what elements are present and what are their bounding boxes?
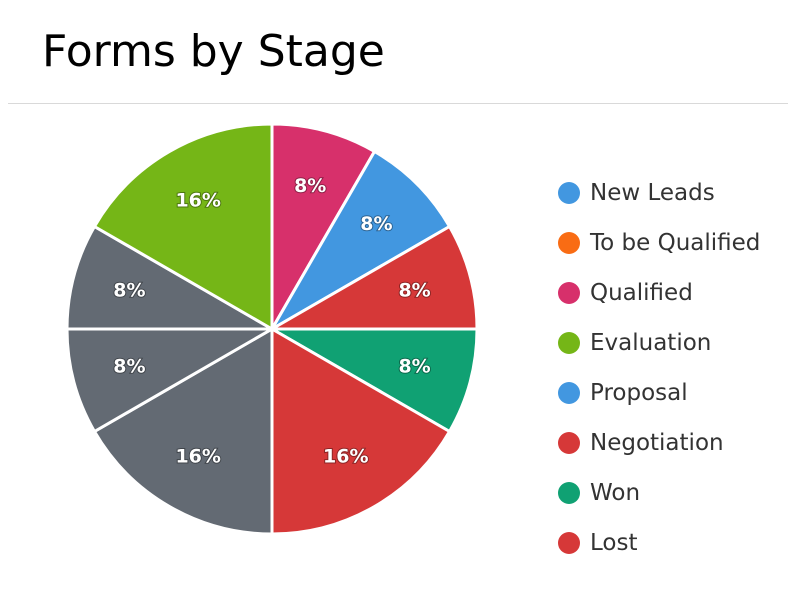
pie-slice-label-6: 8% <box>113 356 145 378</box>
pie-slice-2 <box>266 224 479 331</box>
legend-swatch <box>558 282 580 304</box>
legend-item-3: Evaluation <box>558 318 760 368</box>
legend-item-6: Won <box>558 468 760 518</box>
legend-label: Won <box>590 480 641 506</box>
legend-swatch <box>558 532 580 554</box>
legend-item-4: Proposal <box>558 368 760 418</box>
pie-slice-label-7: 8% <box>113 279 145 301</box>
legend-label: Negotiation <box>590 430 724 456</box>
legend-item-7: Lost <box>558 518 760 568</box>
legend-label: Qualified <box>590 280 693 306</box>
legend-swatch <box>558 432 580 454</box>
pie-slice-7 <box>65 224 278 331</box>
legend-swatch <box>558 332 580 354</box>
pie-slice-4 <box>270 326 452 536</box>
pie-slice-label-0: 8% <box>294 175 326 197</box>
legend-label: Evaluation <box>590 330 712 356</box>
pie-slice-label-8: 16% <box>175 190 220 212</box>
legend-label: New Leads <box>590 180 715 206</box>
legend-swatch <box>558 482 580 504</box>
pie-slice-5 <box>92 326 274 536</box>
legend-label: Lost <box>590 530 638 556</box>
pie-slice-3 <box>266 327 479 434</box>
legend-item-0: New Leads <box>558 168 760 218</box>
legend-swatch <box>558 182 580 204</box>
legend-swatch <box>558 232 580 254</box>
pie-slice-label-5: 16% <box>175 445 220 467</box>
legend-label: To be Qualified <box>590 230 761 256</box>
legend-item-2: Qualified <box>558 268 760 318</box>
page-title: Forms by Stage <box>42 26 385 77</box>
pie-slice-label-4: 16% <box>323 445 368 467</box>
pie-slice-label-2: 8% <box>398 279 430 301</box>
pie-slice-label-1: 8% <box>360 213 392 235</box>
legend-label: Proposal <box>590 380 688 406</box>
pie-slice-0 <box>270 122 377 335</box>
pie-slice-1 <box>267 149 452 334</box>
pie-slice-label-3: 8% <box>398 356 430 378</box>
title-divider <box>8 103 788 104</box>
pie-slice-6 <box>65 327 278 434</box>
chart-legend: New Leads To be Qualified Qualified Evaluat… <box>558 168 760 568</box>
pie-slice-8 <box>92 122 274 332</box>
legend-item-1: To be Qualified <box>558 218 760 268</box>
legend-swatch <box>558 382 580 404</box>
legend-item-5: Negotiation <box>558 418 760 468</box>
